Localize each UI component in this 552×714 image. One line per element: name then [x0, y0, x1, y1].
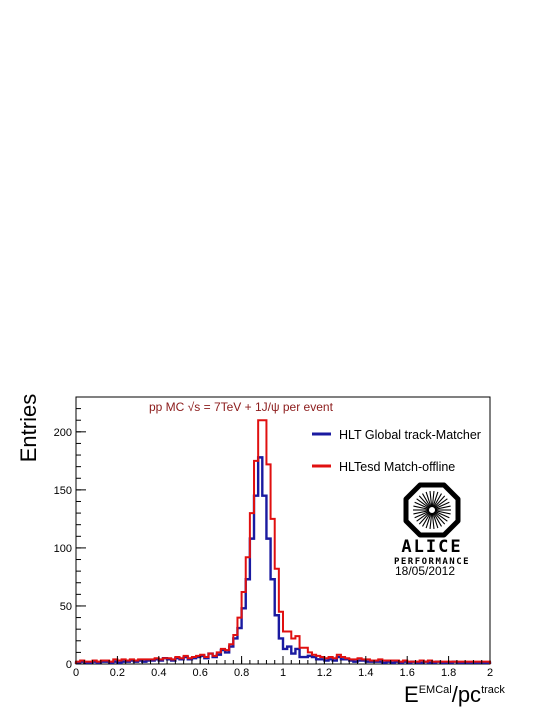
y-tick-label: 200 [54, 427, 72, 439]
alice-ray [413, 510, 430, 515]
x-tick-label: 1.2 [317, 667, 332, 679]
alice-ray [431, 512, 435, 529]
alice-ray [414, 501, 430, 510]
x-tick-label: 0.2 [110, 667, 125, 679]
y-axis-title: Entries [16, 394, 41, 462]
x-tick-label: 1.8 [441, 667, 456, 679]
alice-logo-subtitle: PERFORMANCE [394, 557, 470, 567]
x-tick-label: 0.8 [234, 667, 249, 679]
alice-ray [434, 505, 451, 510]
alice-ray [425, 512, 432, 529]
alice-logo: ALICE PERFORMANCE [394, 482, 470, 567]
date-label: 18/05/2012 [395, 564, 455, 578]
alice-ray [414, 510, 430, 519]
alice-octagon-icon [403, 482, 461, 538]
alice-ray [433, 493, 442, 508]
alice-ray [434, 498, 448, 509]
alice-ray [433, 512, 442, 527]
y-tick-label: 0 [66, 659, 72, 671]
alice-ray [413, 505, 430, 510]
alice-ray [429, 512, 433, 529]
y-axis: 0 50 100 150 200 [54, 408, 86, 671]
alice-ray [425, 491, 432, 508]
alice-rays-icon [413, 491, 451, 529]
chart-annotation: pp MC √s = 7TeV + 1J/ψ per event [149, 400, 334, 414]
x-tick-label: 1.4 [358, 667, 373, 679]
x-tick-label: 1 [280, 667, 286, 679]
alice-ray [434, 510, 450, 519]
alice-ray [434, 511, 448, 522]
legend-label-red: HLTesd Match-offline [339, 460, 455, 474]
legend: HLT Global track-Matcher HLTesd Match-of… [312, 428, 481, 474]
histogram-series-esd-match-offline [75, 419, 491, 664]
legend-label-blue: HLT Global track-Matcher [339, 428, 481, 442]
y-tick-label: 150 [54, 485, 72, 497]
y-tick-label: 50 [60, 601, 72, 613]
alice-ray [434, 510, 451, 515]
x-tick-label: 0.4 [151, 667, 166, 679]
y-tick-label: 100 [54, 543, 72, 555]
alice-ray [416, 498, 430, 509]
x-axis-title: EEMCal/pctrack [404, 682, 505, 707]
alice-ray [416, 511, 430, 522]
alice-ray [432, 512, 439, 529]
alice-ray [433, 511, 446, 525]
alice-logo-name: ALICE [401, 537, 462, 557]
x-tick-label: 0 [73, 667, 79, 679]
alice-ray [422, 493, 431, 508]
alice-ray [418, 511, 431, 525]
x-tick-label: 1.6 [400, 667, 415, 679]
alice-ray [433, 495, 446, 509]
alice-ray [434, 501, 450, 510]
x-tick-label: 2 [487, 667, 493, 679]
alice-ray [418, 495, 431, 509]
alice-ray [431, 491, 435, 508]
alice-ray [422, 512, 431, 527]
x-axis: 0 0.2 0.4 0.6 0.8 1 1.2 1.4 1.6 1.8 2 [73, 656, 493, 679]
alice-ray [432, 491, 439, 508]
alice-ray [429, 491, 433, 508]
x-tick-label: 0.6 [193, 667, 208, 679]
